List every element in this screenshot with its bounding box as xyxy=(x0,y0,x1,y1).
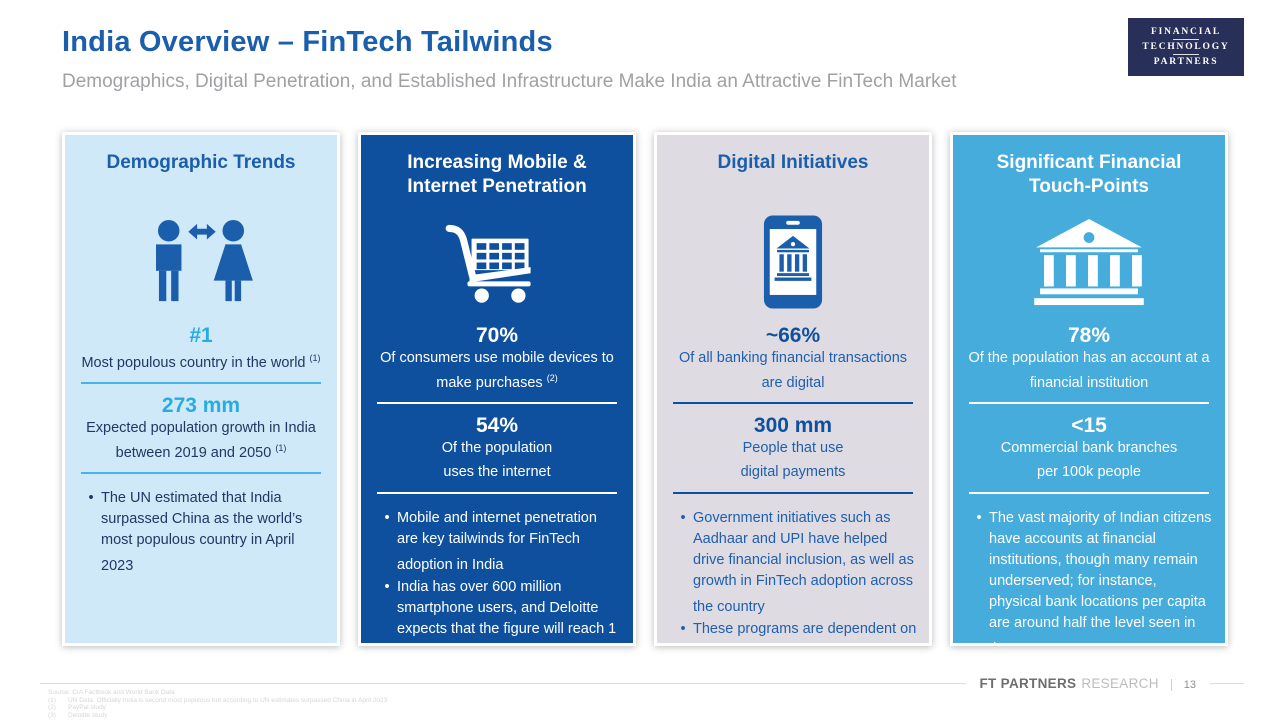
bullet-item: Government initiatives such as Aadhaar a… xyxy=(673,508,917,618)
footnote-ref: (2) xyxy=(546,372,558,383)
logo-line-financial: FINANCIAL xyxy=(1150,27,1222,37)
footer-divider-line xyxy=(1210,683,1244,684)
page-subtitle: Demographics, Digital Penetration, and E… xyxy=(62,71,957,92)
footnote: (2) PayPal study xyxy=(48,704,106,712)
stat-caption: Of all banking financial transactions ar… xyxy=(678,350,908,391)
bullet-list: Government initiatives such as Aadhaar a… xyxy=(667,508,919,643)
footer-divider-line xyxy=(40,683,966,684)
stat-divider xyxy=(377,401,617,404)
stat-value: 70% xyxy=(475,324,519,347)
shopping-cart-icon xyxy=(371,201,623,323)
page-number: 13 xyxy=(1170,679,1196,691)
footnote-ref: (1) xyxy=(275,442,287,453)
logo-line-partners: PARTNERS xyxy=(1153,57,1219,67)
mobile-banking-icon xyxy=(667,201,919,323)
cards-row: Demographic Trends #1 xyxy=(62,132,1228,646)
bullet-item: These programs are dependent on FinTech … xyxy=(673,619,917,643)
bank-icon xyxy=(963,201,1215,323)
card-title: Digital Initiatives xyxy=(717,152,869,173)
page-title: India Overview – FinTech Tailwinds xyxy=(62,26,553,58)
footer-rule: FT PARTNERS RESEARCH 13 xyxy=(40,676,1244,691)
logo-divider xyxy=(1173,54,1199,55)
card-title: Demographic Trends xyxy=(106,152,296,173)
stat-caption: Of the population uses the internet xyxy=(441,439,553,481)
stat-caption: People that use digital payments xyxy=(740,439,846,481)
card-digital-initiatives: Digital Initiatives xyxy=(654,132,932,646)
stat-divider xyxy=(81,382,321,385)
footnote: (1) UN Data. Officially India is second m… xyxy=(48,696,388,704)
card-demographic-trends: Demographic Trends #1 xyxy=(62,132,340,646)
bullet-list: The UN estimated that India surpassed Ch… xyxy=(75,488,327,577)
bullet-list: The vast majority of Indian citizens hav… xyxy=(963,508,1215,643)
stat-divider xyxy=(377,491,617,494)
stat-caption: Expected population growth in India betw… xyxy=(86,420,316,461)
bullet-list: Mobile and internet penetration are key … xyxy=(371,508,623,646)
stat-divider xyxy=(673,401,913,404)
bullet-item: The vast majority of Indian citizens hav… xyxy=(969,508,1213,643)
logo-divider xyxy=(1173,39,1199,40)
stat-divider xyxy=(81,472,321,475)
source-line: Source: CIA Factbook and World Bank Data xyxy=(48,689,175,696)
stat-caption: Of consumers use mobile devices to make … xyxy=(380,350,614,391)
card-mobile-internet-penetration: Increasing Mobile & Internet Penetration xyxy=(358,132,636,646)
footnote-ref: (1) xyxy=(309,353,321,363)
card-title: Significant Financial Touch-Points xyxy=(996,152,1182,197)
logo-line-technology: TECHNOLOGY xyxy=(1142,42,1230,52)
stat-caption: Most populous country in the world (1) xyxy=(81,353,321,371)
stat-divider xyxy=(969,491,1209,494)
demographics-people-icon xyxy=(75,201,327,323)
stat-value: ~66% xyxy=(765,324,821,347)
source-notes: Source: CIA Factbook and World Bank Data… xyxy=(48,689,387,719)
bullet-item: Mobile and internet penetration are key … xyxy=(377,508,621,576)
ft-partners-research-label: FT PARTNERS RESEARCH 13 xyxy=(979,676,1196,691)
stat-value: 300 mm xyxy=(753,413,833,437)
stat-caption: Commercial bank branches per 100k people xyxy=(1000,439,1178,481)
stat-divider xyxy=(673,491,913,494)
bullet-item: The UN estimated that India surpassed Ch… xyxy=(81,488,325,577)
stat-value: <15 xyxy=(1071,413,1107,437)
stat-value: 54% xyxy=(475,413,519,437)
stat-divider xyxy=(969,401,1209,404)
stat-value: 273 mm xyxy=(161,394,241,418)
footnote: (3) Deloitte study xyxy=(48,711,108,719)
card-financial-touchpoints: Significant Financial Touch-Points xyxy=(950,132,1228,646)
card-title: Increasing Mobile & Internet Penetration xyxy=(407,152,587,197)
stat-value: #1 xyxy=(189,324,213,347)
footnote-ref: (3) xyxy=(494,645,505,646)
ft-partners-logo: FINANCIAL TECHNOLOGY PARTNERS xyxy=(1128,18,1244,76)
stat-caption: Of the population has an account at a fi… xyxy=(968,350,1210,391)
stat-value: 78% xyxy=(1067,324,1111,347)
bullet-item: India has over 600 million smartphone us… xyxy=(377,577,621,646)
